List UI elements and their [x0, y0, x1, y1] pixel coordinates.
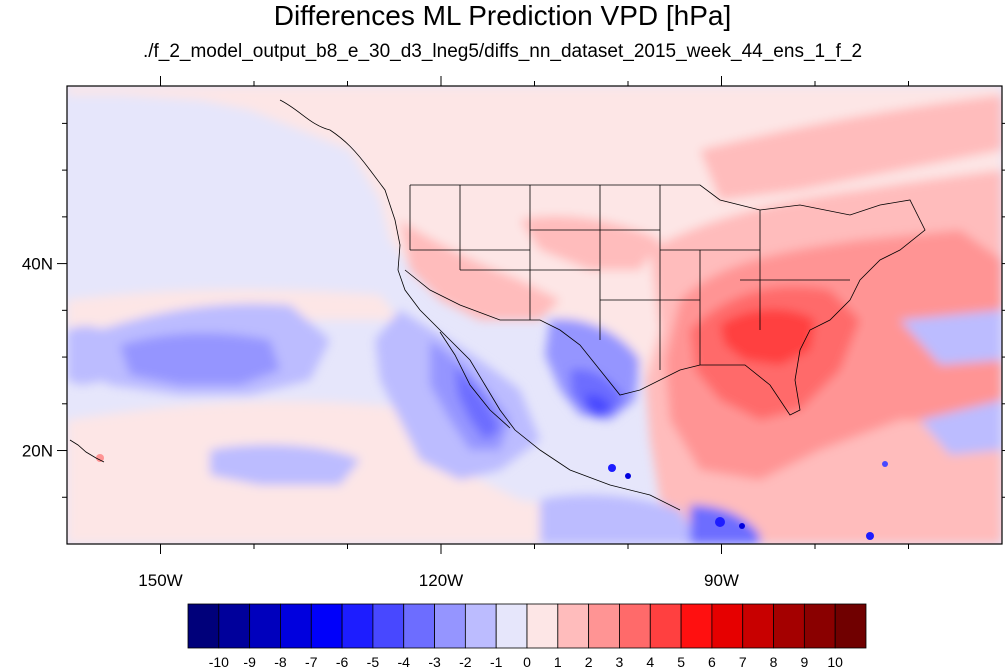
- colorbar-label: -2: [459, 654, 472, 670]
- colorbar: -10 -9 -8 -7 -6 -5 -4 -3 -2 -1 0 1 2 3 4 5 6 7 8 9 10: [187, 603, 867, 670]
- map-subtitle: ./f_2_model_output_b8_e_30_d3_lneg5/diff…: [142, 41, 863, 62]
- colorbar-box: [434, 603, 466, 649]
- lat-label: 40N: [22, 255, 53, 274]
- colorbar-box: [834, 603, 867, 649]
- colorbar-box: [310, 603, 343, 649]
- coastlines: [69, 99, 926, 511]
- colorbar-box: [711, 603, 744, 649]
- colorbar-box: [403, 603, 435, 649]
- colorbar-label: -5: [367, 654, 380, 670]
- colorbar-box: [619, 603, 651, 649]
- lat-label: 20N: [22, 442, 53, 461]
- colorbar-box: [773, 603, 805, 649]
- colorbar-label: 0: [523, 654, 531, 670]
- colorbar-label: -7: [305, 654, 318, 670]
- colorbar-label: -6: [336, 654, 349, 670]
- colorbar-box: [526, 603, 559, 649]
- colorbar-box: [372, 603, 405, 649]
- colorbar-label: -10: [209, 654, 229, 670]
- colorbar-box: [187, 603, 220, 649]
- colorbar-box: [803, 603, 836, 649]
- colorbar-box: [341, 603, 374, 649]
- colorbar-box: [218, 603, 251, 649]
- colorbar-label: 1: [554, 654, 562, 670]
- colorbar-box: [557, 603, 590, 649]
- colorbar-box: [588, 603, 620, 649]
- colorbar-label: 8: [770, 654, 778, 670]
- map-field: [67, 86, 1002, 544]
- colorbar-label: -8: [274, 654, 287, 670]
- lon-label: 120W: [419, 571, 463, 590]
- colorbar-label: 7: [739, 654, 747, 670]
- colorbar-label: -9: [243, 654, 256, 670]
- colorbar-box: [249, 603, 281, 649]
- colorbar-label: 4: [646, 654, 654, 670]
- colorbar-label: 5: [677, 654, 685, 670]
- colorbar-label: 3: [616, 654, 624, 670]
- lon-label: 90W: [704, 571, 739, 590]
- colorbar-box: [495, 603, 528, 649]
- colorbar-label: 2: [585, 654, 593, 670]
- colorbar-box: [680, 603, 713, 649]
- colorbar-box: [280, 603, 312, 649]
- colorbar-label: 6: [708, 654, 716, 670]
- colorbar-label: -1: [490, 654, 503, 670]
- colorbar-label: -4: [398, 654, 411, 670]
- colorbar-box: [464, 603, 497, 649]
- map-title: Differences ML Prediction VPD [hPa]: [273, 0, 732, 31]
- lon-label: 150W: [138, 571, 182, 590]
- colorbar-label: -3: [428, 654, 441, 670]
- colorbar-label: 9: [800, 654, 808, 670]
- colorbar-box: [649, 603, 682, 649]
- colorbar-label: 10: [827, 654, 843, 670]
- axis-labels: 150W 120W 90W 40N 20N: [22, 255, 739, 590]
- colorbar-box: [742, 603, 774, 649]
